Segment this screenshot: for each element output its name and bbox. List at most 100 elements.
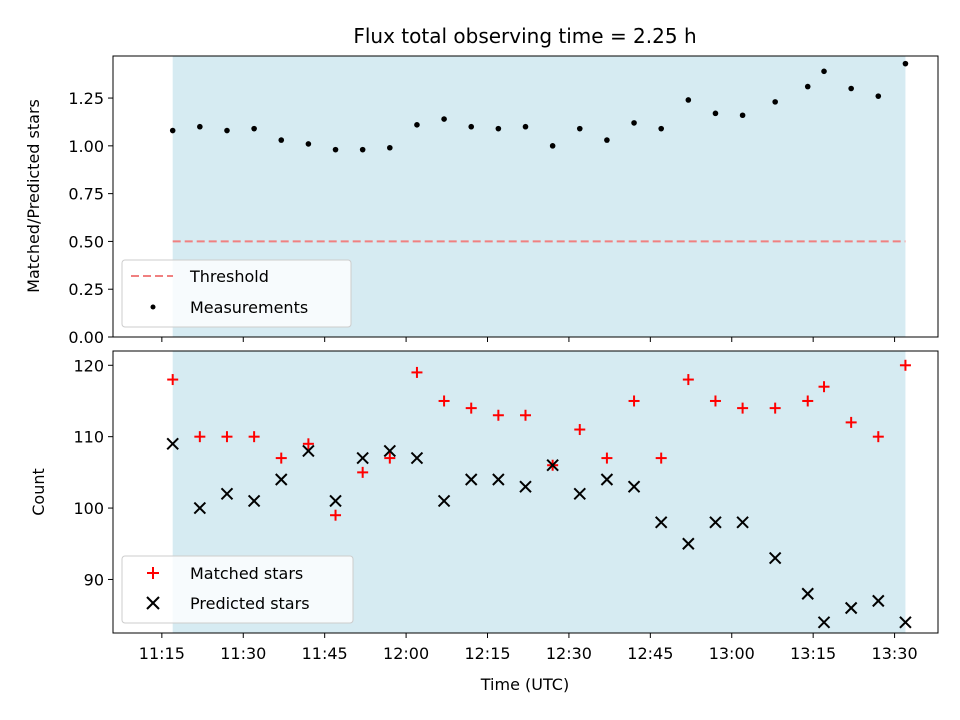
measurement-point	[522, 123, 529, 130]
measurement-point	[804, 83, 811, 90]
matched-star-point	[357, 466, 369, 478]
matched-star-point	[628, 395, 640, 407]
matched-star-point	[872, 431, 884, 443]
legend-matched-swatch	[147, 567, 159, 579]
measurement-point	[414, 122, 420, 128]
measurement-point	[332, 146, 339, 153]
legend-threshold-label: Threshold	[189, 267, 269, 286]
predicted-star-point	[437, 494, 451, 508]
predicted-star-point	[768, 551, 782, 565]
predicted-star-point	[302, 444, 315, 458]
measurement-point	[495, 125, 502, 132]
predicted-star-point	[275, 473, 288, 486]
predicted-star-point	[709, 516, 722, 529]
bottom-points-layer	[166, 359, 912, 629]
measurement-point	[685, 97, 692, 103]
predicted-star-point	[627, 480, 641, 493]
measurement-point	[631, 120, 637, 126]
legend-matched-label: Matched stars	[190, 564, 303, 583]
measurement-point	[604, 137, 610, 143]
predicted-star-point	[682, 537, 695, 550]
bottom-axes-frame	[112, 350, 939, 634]
predicted-star-point	[573, 487, 586, 500]
bottom-legend: Matched stars Predicted stars	[121, 555, 354, 624]
measurement-point	[224, 127, 230, 134]
matched-star-point	[845, 416, 857, 428]
measurement-point	[902, 60, 909, 67]
top-y-tick-label: 0.00	[68, 328, 104, 347]
matched-star-point	[167, 374, 179, 386]
measurement-point	[251, 125, 257, 132]
predicted-star-point	[801, 587, 814, 600]
bottom-y-axis-label: Count	[29, 468, 48, 516]
predicted-star-point	[410, 451, 424, 465]
matched-star-point	[492, 409, 504, 421]
bottom-x-axis: 11:15 11:30 11:45 12:00 12:15 12:30 12:45 13:00…	[139, 633, 918, 663]
top-points-layer	[169, 60, 909, 153]
measurement-point	[278, 137, 285, 143]
bottom-x-tick-label: 12:00	[383, 644, 429, 663]
bottom-x-tick-label: 13:00	[709, 644, 755, 663]
bottom-legend-box	[121, 555, 354, 624]
matched-star-point	[574, 424, 586, 436]
predicted-star-point	[329, 494, 342, 508]
predicted-star-point	[519, 480, 532, 493]
matched-star-point	[899, 359, 911, 371]
matched-star-point	[737, 402, 749, 414]
bottom-x-tick-label: 13:15	[790, 644, 836, 663]
top-chart-title: Flux total observing time = 2.25 h	[353, 24, 696, 48]
predicted-star-point	[247, 494, 261, 508]
matched-star-point	[802, 395, 814, 407]
bottom-x-tick-label: 12:30	[546, 644, 592, 663]
matched-star-point	[438, 395, 450, 407]
matched-star-point	[601, 452, 613, 464]
measurement-point	[848, 85, 854, 92]
matched-star-point	[520, 409, 531, 421]
top-legend-box	[121, 259, 352, 328]
bottom-x-tick-label: 12:15	[464, 644, 510, 663]
top-y-tick-label: 1.25	[68, 89, 104, 108]
top-y-tick-label: 0.50	[68, 232, 104, 251]
predicted-star-point	[492, 473, 505, 486]
measurement-point	[305, 141, 312, 147]
predicted-star-point	[736, 516, 749, 529]
predicted-star-point	[872, 594, 885, 608]
bottom-y-tick-label: 100	[73, 499, 104, 518]
predicted-star-point	[220, 487, 234, 500]
top-axes-frame	[112, 55, 939, 338]
matched-star-point	[709, 395, 721, 407]
measurement-point	[468, 123, 475, 130]
predicted-star-point	[383, 444, 397, 458]
measurement-point	[197, 123, 203, 130]
predicted-star-point	[465, 473, 478, 486]
matched-star-point	[655, 452, 667, 464]
bottom-x-tick-label: 11:15	[139, 644, 185, 663]
matched-star-point	[248, 431, 260, 443]
top-legend: Threshold Measurements	[121, 259, 352, 328]
matched-star-point	[411, 366, 423, 378]
measurement-point	[169, 127, 176, 134]
predicted-star-point	[654, 516, 668, 529]
legend-predicted-swatch	[146, 596, 160, 610]
bottom-x-tick-label: 12:45	[627, 644, 673, 663]
top-panel: 0.00 0.25 0.50 0.75 1.00 1.25 Flux total obse…	[24, 24, 939, 347]
predicted-star-point	[817, 616, 831, 629]
predicted-star-point	[600, 473, 614, 486]
top-y-axis-label: Matched/Predicted stars	[24, 99, 43, 293]
measurement-point	[712, 110, 719, 117]
matched-star-point	[302, 438, 314, 450]
bottom-y-tick-label: 110	[73, 428, 104, 447]
predicted-star-point	[193, 501, 207, 515]
bottom-x-tick-label: 11:30	[220, 644, 266, 663]
matched-star-point	[275, 452, 287, 464]
measurement-point	[658, 125, 664, 132]
bottom-panel: 90 100 110 120 11:15 11:30 11:45 12:00 12:15 12:…	[29, 350, 939, 694]
predicted-star-point	[546, 459, 559, 472]
matched-star-point	[682, 374, 694, 386]
measurement-point	[576, 125, 583, 132]
predicted-star-point	[166, 437, 179, 451]
bottom-x-axis-label: Time (UTC)	[480, 675, 569, 694]
predicted-star-point	[356, 451, 369, 465]
bottom-x-tick-label: 13:30	[872, 644, 918, 663]
measurement-point	[875, 93, 882, 99]
